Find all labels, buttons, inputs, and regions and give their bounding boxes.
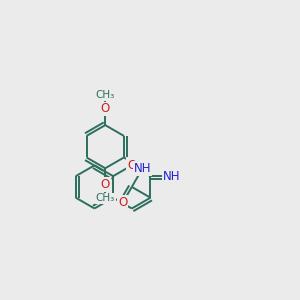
Text: CH₃: CH₃ <box>96 90 115 100</box>
Text: NH: NH <box>163 169 181 183</box>
Text: NH: NH <box>134 162 151 175</box>
Text: O: O <box>127 159 136 172</box>
Text: O: O <box>100 103 110 116</box>
Text: O: O <box>118 196 127 209</box>
Text: CH₃: CH₃ <box>96 194 115 203</box>
Text: O: O <box>100 178 110 191</box>
